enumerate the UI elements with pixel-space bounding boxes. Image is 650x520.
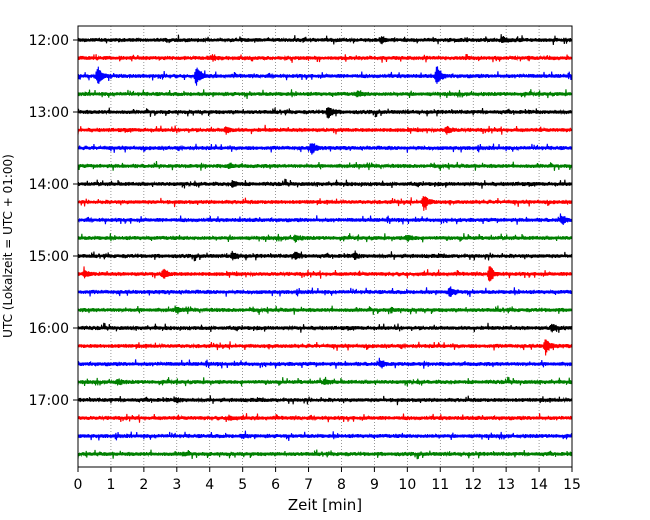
x-axis-label: Zeit [min] <box>288 496 362 514</box>
trace-line <box>77 233 573 243</box>
x-tick-label: 1 <box>106 477 115 493</box>
x-axis-ticks: 0 1 2 3 4 5 6 7 8 9 10 11 12 13 14 15 <box>74 467 581 493</box>
trace-line <box>77 413 573 423</box>
trace-line <box>77 449 573 460</box>
trace-line <box>77 376 573 387</box>
trace-line <box>77 395 573 406</box>
x-tick-label: 15 <box>563 477 581 493</box>
y-tick-label: 15:00 <box>29 249 69 265</box>
trace-line <box>77 357 573 369</box>
x-tick-label: 8 <box>337 477 346 493</box>
y-tick-label: 17:00 <box>29 393 69 409</box>
x-tick-label: 7 <box>304 477 313 493</box>
trace-line <box>77 286 573 298</box>
y-tick-label: 13:00 <box>29 105 69 121</box>
trace-line <box>77 196 573 211</box>
x-tick-label: 13 <box>497 477 515 493</box>
trace-line <box>77 213 573 225</box>
x-tick-label: 0 <box>74 477 83 493</box>
trace-line <box>77 124 573 135</box>
y-tick-label: 16:00 <box>29 321 69 337</box>
x-tick-label: 6 <box>271 477 280 493</box>
trace-line <box>77 322 573 333</box>
trace-line <box>77 66 573 86</box>
x-tick-label: 5 <box>238 477 247 493</box>
y-tick-label: 14:00 <box>29 177 69 193</box>
x-tick-label: 14 <box>530 477 548 493</box>
plot-frame <box>77 25 573 468</box>
y-axis-label: UTC (Lokalzeit = UTC + 01:00) <box>1 154 15 338</box>
trace-line <box>77 107 573 119</box>
x-tick-label: 4 <box>205 477 214 493</box>
trace-line <box>77 54 573 63</box>
x-tick-label: 12 <box>464 477 482 493</box>
seismic-traces <box>77 34 573 460</box>
x-tick-label: 10 <box>398 477 416 493</box>
y-axis-ticks: 12:00 13:00 14:00 15:00 16:00 17:00 <box>29 33 78 409</box>
trace-line <box>77 339 573 356</box>
trace-line <box>77 305 573 315</box>
trace-line <box>77 250 573 262</box>
trace-line <box>77 89 573 100</box>
x-tick-label: 3 <box>172 477 181 493</box>
y-tick-label: 12:00 <box>29 33 69 49</box>
x-tick-label: 11 <box>431 477 449 493</box>
x-tick-label: 2 <box>139 477 148 493</box>
trace-line <box>77 430 573 442</box>
trace-line <box>77 34 573 46</box>
trace-line <box>77 160 573 171</box>
trace-line <box>77 178 573 189</box>
trace-line <box>77 266 573 282</box>
trace-line <box>77 143 573 155</box>
x-tick-label: 9 <box>370 477 379 493</box>
